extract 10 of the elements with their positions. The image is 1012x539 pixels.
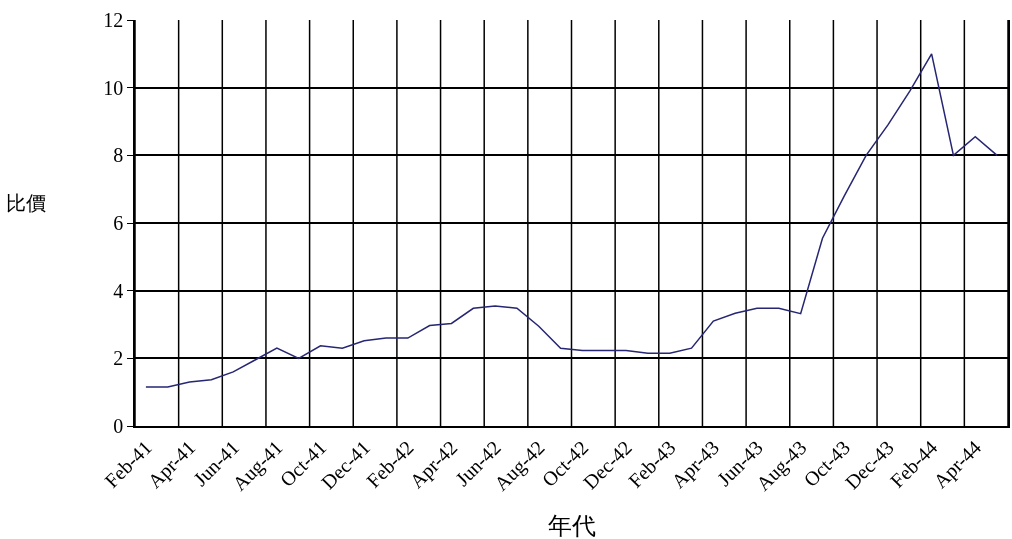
y-tick-label: 10 bbox=[103, 76, 124, 99]
y-tick-label: 4 bbox=[113, 279, 124, 302]
y-tick-label: 12 bbox=[103, 9, 124, 31]
x-axis-title: 年代 bbox=[547, 513, 596, 539]
line-series bbox=[145, 53, 998, 388]
y-axis-title: 比價 bbox=[6, 192, 46, 214]
y-tick-label: 2 bbox=[113, 347, 124, 370]
y-tick-label: 8 bbox=[113, 144, 124, 167]
y-tick-label: 0 bbox=[113, 415, 124, 437]
y-tick-label: 6 bbox=[113, 212, 124, 234]
